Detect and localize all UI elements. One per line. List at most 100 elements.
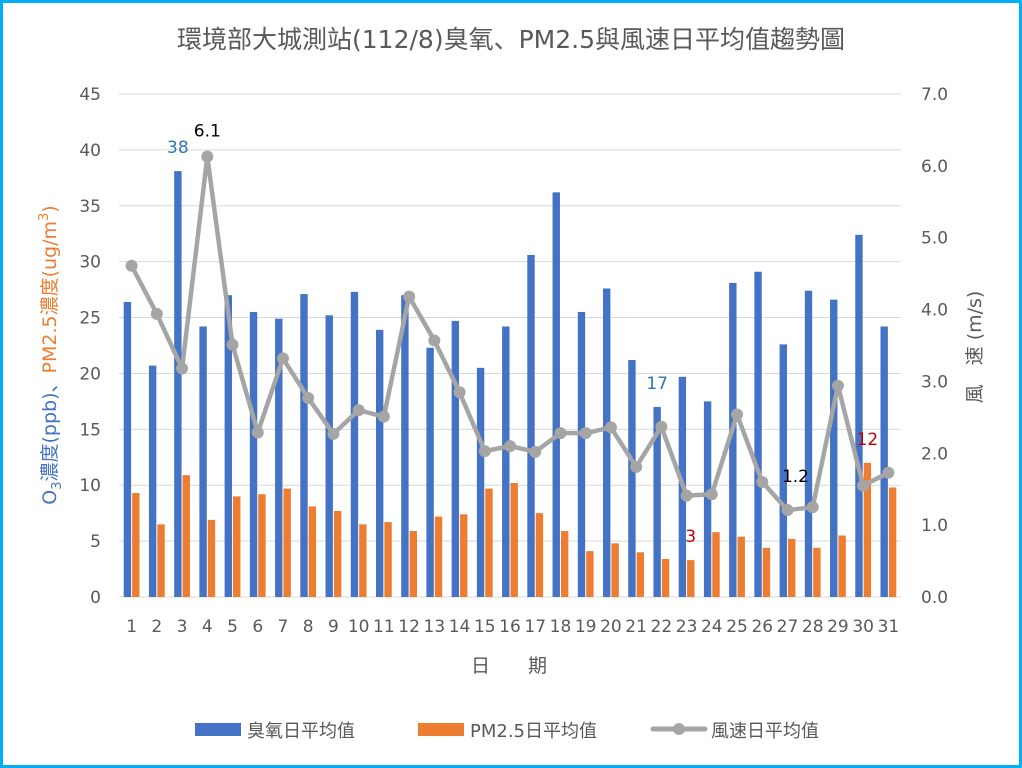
wind-point (705, 488, 718, 501)
wind-point (831, 379, 844, 392)
x-tick-label: 18 (550, 617, 572, 637)
wind-point (882, 466, 895, 479)
wind-point (630, 460, 643, 473)
x-tick-label: 13 (424, 617, 446, 637)
x-tick-label: 16 (499, 617, 521, 637)
right-tick-label: 6.0 (921, 157, 948, 177)
o3-bar (552, 192, 560, 597)
o3-bar (275, 318, 283, 597)
x-tick-label: 24 (701, 617, 723, 637)
pm25-bar (359, 524, 367, 597)
pm25-bar (258, 494, 266, 597)
pm25-bar (233, 496, 241, 597)
left-axis-title-pm-sup: 3 (37, 213, 52, 221)
o3-bar (779, 344, 787, 597)
o3-bar (476, 367, 485, 597)
o3-bar (174, 171, 182, 598)
right-tick-label: 5.0 (921, 229, 948, 249)
data-label: 38 (167, 138, 189, 158)
data-label: 1.2 (782, 467, 809, 487)
axis-ticks: 0510152025303540450.01.02.03.04.05.06.07… (79, 85, 948, 637)
legend-label-o3: 臭氧日平均值 (247, 721, 355, 742)
data-annotations: 386.1 17 3 1.2 12 (167, 122, 878, 548)
wind-point (226, 338, 239, 351)
wind-point (604, 421, 617, 434)
x-tick-label: 25 (726, 617, 748, 637)
o3-bar (855, 234, 863, 597)
pm25-bar (586, 551, 594, 597)
o3-bar (300, 294, 308, 597)
o3-bar (350, 291, 359, 597)
left-axis-title-pm-close: ) (39, 205, 61, 212)
x-tick-label: 4 (202, 617, 213, 637)
wind-point (806, 501, 819, 514)
o3-bar (224, 295, 233, 597)
right-tick-label: 0.0 (921, 588, 948, 608)
x-tick-label: 23 (676, 617, 698, 637)
pm25-bar (157, 524, 165, 597)
x-tick-label: 10 (348, 617, 370, 637)
o3-bar (577, 311, 586, 597)
x-tick-label: 22 (651, 617, 673, 637)
left-axis-title-o3: O (39, 490, 61, 505)
legend: 臭氧日平均值 PM2.5日平均值 風速日平均值 (195, 721, 819, 742)
pm25-bar (384, 522, 392, 597)
wind-point (680, 489, 693, 502)
right-tick-label: 4.0 (921, 301, 948, 321)
wind-point (655, 420, 668, 433)
x-tick-label: 5 (227, 617, 238, 637)
wind-point (756, 476, 769, 489)
wind-point (125, 259, 138, 272)
x-tick-label: 12 (398, 617, 420, 637)
wind-point (276, 352, 289, 365)
o3-bar (754, 271, 762, 597)
x-tick-label: 9 (328, 617, 339, 637)
o3-bar (249, 311, 258, 597)
pm25-bar (863, 462, 872, 597)
pm25-bar (611, 543, 619, 597)
pm25-bar (661, 558, 670, 597)
left-axis-title-o3-sub: 3 (50, 481, 65, 489)
x-tick-label: 21 (625, 617, 647, 637)
x-tick-label: 26 (751, 617, 773, 637)
left-tick-label: 5 (90, 532, 101, 552)
wind-point (251, 426, 264, 439)
right-tick-label: 1.0 (921, 516, 948, 536)
right-tick-label: 3.0 (921, 372, 948, 392)
wind-point (731, 408, 744, 421)
o3-bar (527, 254, 535, 597)
pm25-bar (838, 535, 846, 597)
gridlines (119, 93, 901, 598)
pm25-bar (813, 547, 821, 597)
wind-point (403, 290, 416, 303)
wind-point (352, 404, 365, 417)
pm25-bar (712, 532, 720, 597)
x-tick-label: 2 (151, 617, 162, 637)
data-label: 17 (646, 374, 668, 394)
pm25-bar (283, 488, 291, 597)
x-tick-label: 7 (278, 617, 289, 637)
o3-bar (375, 329, 384, 597)
pm25-bar (485, 488, 493, 597)
pm25-bar (762, 547, 771, 597)
wind-point (453, 386, 466, 399)
pm25-bar (460, 514, 468, 597)
wind-point (302, 391, 315, 404)
left-tick-label: 0 (90, 588, 101, 608)
left-tick-label: 30 (79, 253, 101, 273)
data-label: 12 (857, 430, 879, 450)
o3-bar (502, 326, 510, 597)
o3-bar (426, 347, 434, 597)
right-tick-label: 2.0 (921, 444, 948, 464)
legend-marker-wind (673, 723, 685, 735)
legend-swatch-o3 (195, 723, 241, 736)
x-tick-label: 30 (852, 617, 874, 637)
pm25-bar (308, 506, 317, 597)
wind-point (201, 150, 214, 163)
o3-bar (148, 365, 157, 597)
data-label: 3 (685, 527, 696, 547)
pm25-bar (409, 531, 417, 597)
chart-svg: 環境部大城測站(112/8)臭氧、PM2.5與風速日平均值趨勢圖 0510152… (37, 25, 986, 742)
x-axis-title: 日 期 (471, 655, 547, 677)
